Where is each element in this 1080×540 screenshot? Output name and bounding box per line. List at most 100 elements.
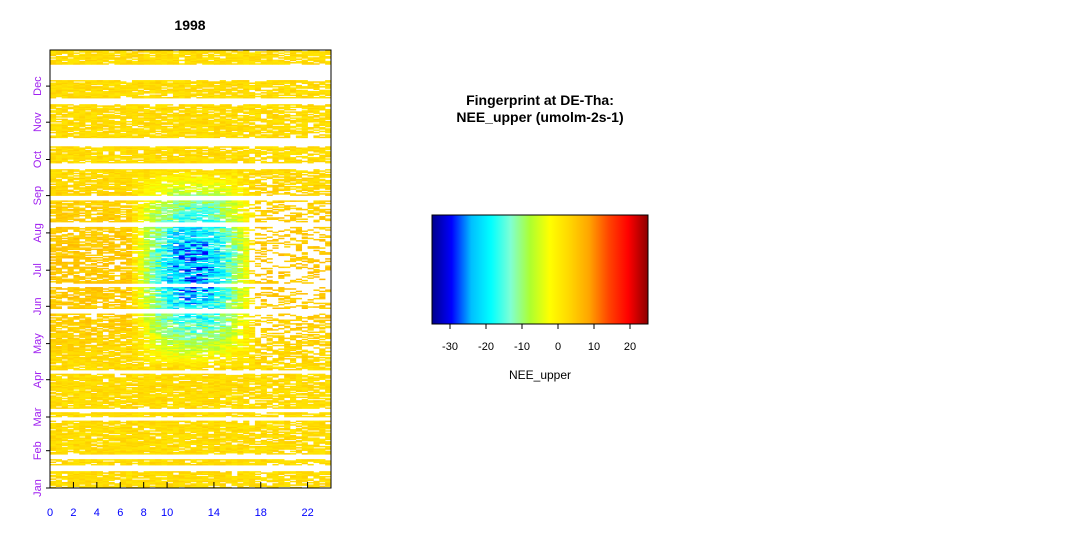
heatmap-cell (172, 396, 180, 399)
heatmap-cell (131, 325, 139, 328)
heatmap-cell (137, 332, 144, 335)
heatmap-cell (243, 352, 250, 354)
heatmap-cell (90, 321, 98, 324)
heatmap-cell (202, 389, 209, 391)
heatmap-cell (260, 329, 267, 331)
heatmap-cell (219, 401, 226, 403)
heatmap-cell (114, 388, 121, 390)
heatmap-cell (254, 391, 262, 394)
heatmap-cell (178, 431, 185, 433)
heatmap-cell (284, 323, 291, 325)
heatmap-cell (73, 343, 80, 346)
heatmap-cell (213, 460, 221, 462)
heatmap-cell (73, 330, 80, 332)
heatmap-cell (73, 402, 80, 405)
heatmap-cell (73, 415, 80, 418)
heatmap-cell (79, 389, 86, 391)
heatmap-cell (108, 412, 115, 414)
heatmap-cell (225, 326, 232, 329)
heatmap-cell (272, 444, 279, 447)
heatmap-cell (61, 424, 68, 426)
heatmap-cell (231, 445, 238, 448)
heatmap-cell (178, 429, 185, 431)
heatmap-cell (114, 438, 121, 441)
heatmap-cell (120, 463, 127, 466)
heatmap-cell (219, 484, 226, 486)
heatmap-cell (272, 443, 279, 445)
heatmap-cell (161, 323, 168, 325)
heatmap-cell (96, 433, 103, 436)
heatmap-cell (172, 412, 180, 414)
heatmap-cell (196, 314, 203, 317)
heatmap-cell (178, 391, 185, 394)
heatmap-cell (96, 338, 103, 341)
heatmap-cell (90, 384, 98, 387)
heatmap-cell (149, 359, 156, 361)
heatmap-cell (149, 391, 156, 394)
heatmap-cell (114, 348, 121, 350)
heatmap-cell (278, 412, 285, 414)
heatmap-cell (284, 438, 291, 441)
heatmap-cell (172, 336, 180, 338)
heatmap-cell (249, 355, 256, 358)
heatmap-cell (155, 350, 162, 353)
heatmap-cell (172, 349, 180, 352)
heatmap-cell (219, 315, 226, 318)
heatmap-cell (102, 423, 109, 425)
heatmap-cell (260, 463, 267, 466)
heatmap-cell (249, 321, 256, 324)
heatmap-cell (114, 380, 121, 383)
heatmap-cell (301, 402, 308, 405)
heatmap-cell (196, 404, 203, 407)
heatmap-cell (114, 377, 121, 379)
heatmap-cell (108, 423, 115, 425)
heatmap-cell (231, 397, 238, 400)
heatmap-cell (178, 485, 185, 488)
heatmap-cell (149, 320, 156, 323)
heatmap-cell (120, 379, 127, 382)
heatmap-cell (190, 436, 197, 438)
heatmap-cell (237, 342, 244, 344)
heatmap-cell (260, 378, 267, 380)
heatmap-cell (178, 414, 185, 417)
heatmap-cell (213, 395, 221, 397)
heatmap-cell (319, 366, 326, 368)
heatmap-cell (155, 349, 162, 352)
heatmap-cell (114, 451, 121, 454)
heatmap-cell (126, 412, 133, 414)
heatmap-cell (137, 352, 144, 354)
heatmap-cell (172, 365, 180, 367)
heatmap-cell (67, 441, 74, 443)
heatmap-cell (196, 412, 203, 414)
heatmap-cell (284, 421, 291, 424)
heatmap-cell (137, 348, 144, 350)
heatmap-cell (202, 420, 209, 423)
heatmap-cell (131, 460, 139, 462)
heatmap-cell (196, 383, 203, 385)
heatmap-cell (243, 350, 250, 353)
heatmap-cell (50, 420, 57, 423)
heatmap-cell (61, 403, 68, 406)
heatmap-cell (167, 392, 174, 395)
heatmap-cell (143, 426, 150, 429)
heatmap-cell (126, 354, 133, 356)
heatmap-cell (208, 392, 215, 395)
heatmap-cell (161, 431, 168, 433)
heatmap-cell (254, 356, 262, 359)
heatmap-cell (178, 420, 185, 423)
heatmap-cell (272, 479, 279, 482)
heatmap-cell (243, 373, 250, 376)
heatmap-cell (254, 367, 262, 370)
heatmap-cell (96, 398, 103, 401)
heatmap-cell (225, 327, 232, 330)
heatmap-cell (155, 324, 162, 326)
heatmap-cell (120, 441, 127, 443)
heatmap-cell (61, 344, 68, 347)
heatmap-cell (126, 335, 133, 337)
heatmap-cell (196, 344, 203, 347)
heatmap-cell (120, 315, 127, 318)
heatmap-cell (237, 317, 244, 319)
heatmap-cell (90, 347, 98, 349)
heatmap-cell (114, 347, 121, 349)
heatmap-cell (231, 326, 238, 329)
